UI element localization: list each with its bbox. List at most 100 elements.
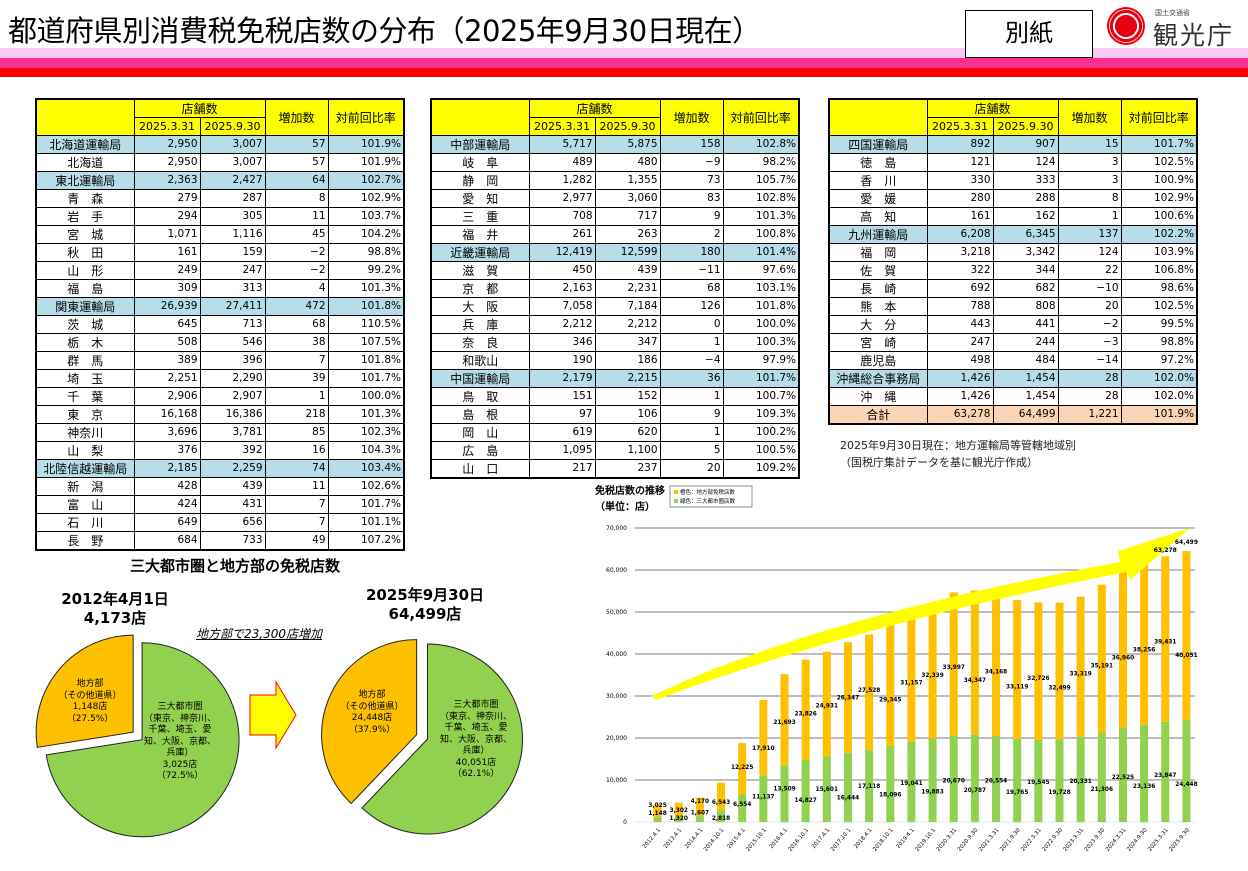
bar-segment-orange (695, 797, 704, 816)
table-row-pref: 三 重 708 717 9 101.3% (430, 206, 800, 226)
count-2025-9-30: 439 (199, 476, 266, 496)
increase: 9 (659, 206, 724, 226)
bar-segment-orange (1013, 599, 1022, 739)
ratio: 102.3% (327, 422, 405, 442)
ratio: 101.8% (722, 296, 800, 316)
header-increase: 増加数 (1057, 98, 1122, 136)
count-2025-9-30: 6,345 (992, 224, 1059, 244)
table-row-pref: 富 山 424 431 7 101.7% (35, 494, 405, 514)
increase: 11 (264, 206, 329, 226)
region-name: 熊 本 (828, 296, 928, 316)
ratio: 102.8% (722, 188, 800, 208)
region-name: 福 島 (35, 278, 135, 298)
region-name: 埼 玉 (35, 368, 135, 388)
increase: 124 (1057, 242, 1122, 262)
count-2025-9-30: 3,342 (992, 242, 1059, 262)
bar-segment-orange (970, 590, 979, 735)
table-row-pref: 宮 崎 247 244 −3 98.8% (828, 332, 1198, 352)
table-row-pref: 香 川 330 333 3 100.9% (828, 170, 1198, 190)
table-row-pref: 岩 手 294 305 11 103.7% (35, 206, 405, 226)
ratio: 104.2% (327, 224, 405, 244)
count-2025-9-30: 7,184 (594, 296, 661, 316)
count-2025-3-31: 1,282 (528, 170, 596, 190)
count-2025-3-31: 161 (926, 206, 994, 226)
count-2025-9-30: 546 (199, 332, 266, 352)
increase: 180 (659, 242, 724, 262)
count-2025-9-30: 27,411 (199, 296, 266, 316)
region-name: 富 山 (35, 494, 135, 514)
count-2025-9-30: 808 (992, 296, 1059, 316)
ratio: 103.7% (327, 206, 405, 226)
count-2025-9-30: 1,100 (594, 440, 661, 460)
count-2025-9-30: 2,907 (199, 386, 266, 406)
ratio: 97.6% (722, 260, 800, 280)
ratio: 101.7% (722, 368, 800, 388)
bar-segment-green (1097, 732, 1106, 822)
increase: 4 (264, 278, 329, 298)
x-tick-label: 2015.4.1 (726, 827, 746, 850)
table-row-pref: 静 岡 1,282 1,355 73 105.7% (430, 170, 800, 190)
count-2025-3-31: 151 (528, 386, 596, 406)
region-name: 奈 良 (430, 332, 530, 352)
header-date-2: 2025.9.30 (199, 117, 266, 136)
legend-regional: 橙色：地方部免税店数 (680, 488, 736, 496)
table-row-pref: 熊 本 788 808 20 102.5% (828, 296, 1198, 316)
label: 三大都市圏 (453, 700, 499, 710)
ratio: 102.7% (327, 170, 405, 190)
data-label-orange: 32,339 (921, 673, 943, 679)
table-row-bureau: 四国運輸局 892 907 15 101.7% (828, 134, 1198, 154)
count-2025-3-31: 450 (528, 260, 596, 280)
increase: −14 (1057, 350, 1122, 370)
bar-segment-orange (949, 592, 958, 736)
y-tick-label: 20,000 (606, 735, 627, 742)
region-name: 中部運輸局 (430, 134, 530, 154)
region-name: 新 潟 (35, 476, 135, 496)
label: 1,148店 (72, 702, 108, 712)
region-name: 宮 城 (35, 224, 135, 244)
x-tick-label: 2020.3.31 (936, 827, 959, 852)
ratio: 103.4% (327, 458, 405, 478)
ratio: 102.5% (1120, 152, 1198, 172)
data-label-green: 1,320 (670, 816, 688, 822)
region-name: 岡 山 (430, 422, 530, 442)
table-row-pref: 徳 島 121 124 3 102.5% (828, 152, 1198, 172)
count-2025-9-30: 64,499 (992, 404, 1059, 424)
count-2025-3-31: 161 (133, 242, 201, 262)
data-label-orange: 33,119 (1006, 684, 1028, 690)
increase: −2 (264, 242, 329, 262)
y-tick-label: 50,000 (606, 609, 627, 616)
y-tick-label: 0 (623, 819, 627, 826)
table-row-bureau: 東北運輸局 2,363 2,427 64 102.7% (35, 170, 405, 190)
data-label-green: 13,509 (773, 786, 795, 792)
region-name: 栃 木 (35, 332, 135, 352)
table-row-total: 合計 63,278 64,499 1,221 101.9% (828, 404, 1198, 424)
increase: 83 (659, 188, 724, 208)
bar-segment-green (949, 735, 958, 822)
note-line-1: 2025年9月30日現在：地方運輸局等管轄地域別 (840, 439, 1076, 452)
data-label-orange: 32,726 (1027, 676, 1049, 682)
table-row-pref: 山 梨 376 392 16 104.3% (35, 440, 405, 460)
bar-segment-orange (653, 804, 662, 818)
table-row-bureau: 中国運輸局 2,179 2,215 36 101.7% (430, 368, 800, 388)
increase: −11 (659, 260, 724, 280)
region-name: 茨 城 (35, 314, 135, 334)
data-label-orange: 12,225 (731, 765, 753, 771)
pie-2012-regional-label: 地方部 （その他道県） 1,148店 （27.5%） (45, 679, 135, 725)
region-name: 岩 手 (35, 206, 135, 226)
increase: 28 (1057, 386, 1122, 406)
data-label-orange: 36,960 (1112, 655, 1134, 661)
ratio: 99.2% (327, 260, 405, 280)
increase: 49 (264, 530, 329, 550)
table-row-pref: 北海道 2,950 3,007 57 101.9% (35, 152, 405, 172)
bar-segment-orange (780, 674, 789, 766)
ratio: 99.5% (1120, 314, 1198, 334)
ratio: 102.2% (1120, 224, 1198, 244)
ratio: 103.9% (1120, 242, 1198, 262)
region-name: 香 川 (828, 170, 928, 190)
header-ratio: 対前回比率 (327, 98, 405, 136)
count-2025-3-31: 3,218 (926, 242, 994, 262)
header-blank (828, 98, 928, 136)
table-header-row: 店舗数 増加数 対前回比率 (430, 98, 800, 136)
bar-segment-orange (1097, 584, 1106, 733)
label: 地方部 (76, 679, 104, 689)
